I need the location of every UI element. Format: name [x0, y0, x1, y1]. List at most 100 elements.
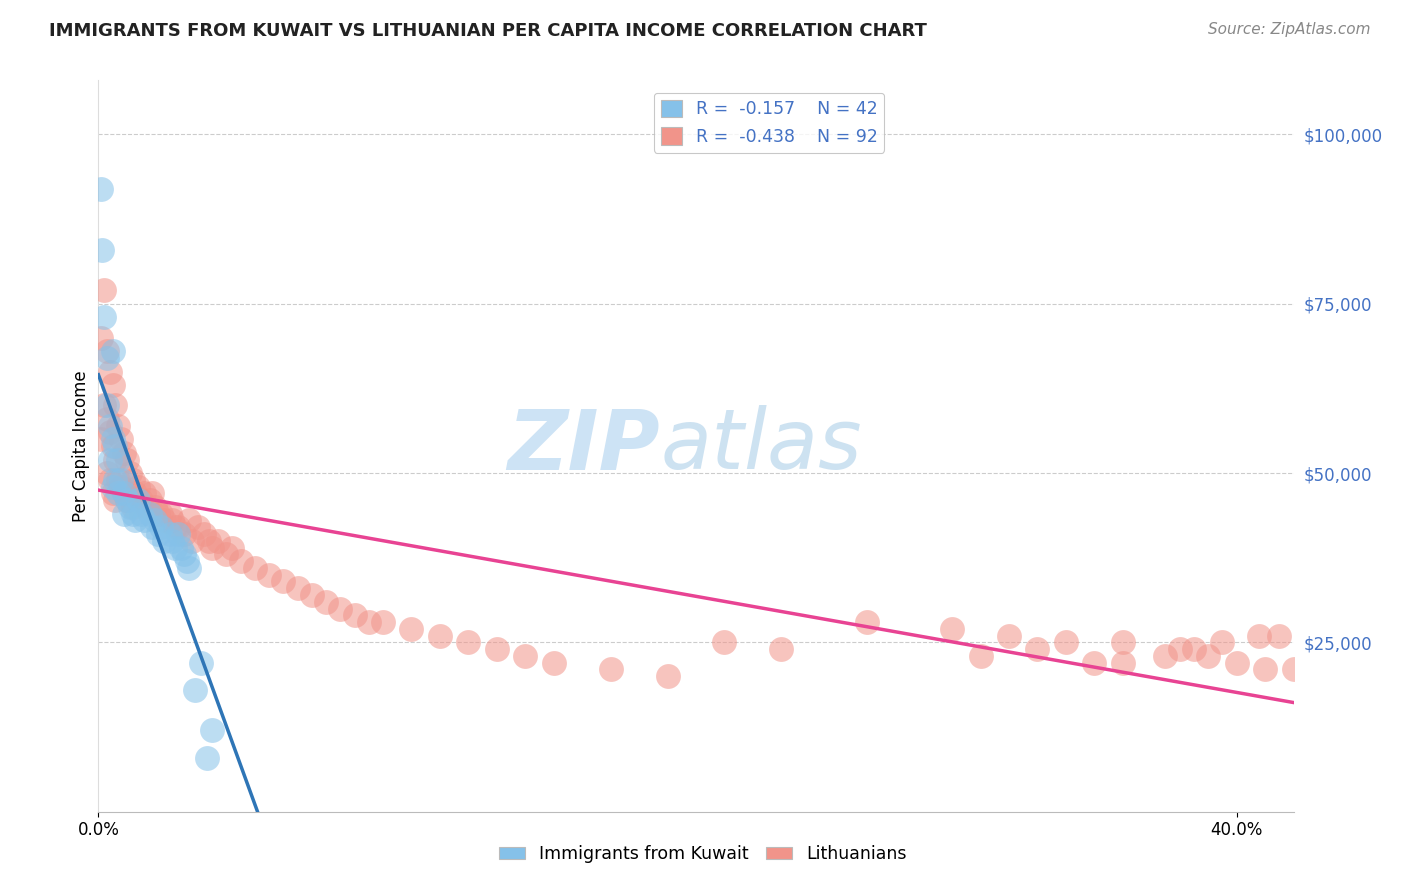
- Point: [207, 533, 229, 548]
- Point: [110, 432, 132, 446]
- Point: [107, 473, 129, 487]
- Point: [104, 439, 127, 453]
- Point: [148, 507, 170, 521]
- Point: [143, 500, 166, 514]
- Point: [221, 541, 243, 555]
- Point: [127, 480, 149, 494]
- Point: [118, 500, 141, 514]
- Point: [98, 452, 121, 467]
- Point: [243, 561, 266, 575]
- Point: [121, 507, 143, 521]
- Legend: R =  -0.157    N = 42, R =  -0.438    N = 92: R = -0.157 N = 42, R = -0.438 N = 92: [654, 93, 884, 153]
- Point: [1268, 629, 1291, 643]
- Point: [110, 480, 132, 494]
- Point: [159, 507, 181, 521]
- Point: [357, 615, 380, 629]
- Point: [485, 642, 508, 657]
- Point: [96, 412, 118, 426]
- Point: [543, 656, 565, 670]
- Point: [167, 527, 190, 541]
- Point: [201, 723, 224, 738]
- Point: [101, 378, 124, 392]
- Point: [101, 480, 124, 494]
- Text: ZIP: ZIP: [508, 406, 661, 486]
- Point: [273, 574, 295, 589]
- Point: [1112, 635, 1135, 649]
- Point: [135, 500, 157, 514]
- Point: [110, 473, 132, 487]
- Point: [93, 398, 115, 412]
- Point: [112, 486, 135, 500]
- Point: [101, 439, 124, 453]
- Y-axis label: Per Capita Income: Per Capita Income: [72, 370, 90, 522]
- Point: [98, 418, 121, 433]
- Point: [329, 601, 352, 615]
- Point: [104, 493, 127, 508]
- Point: [121, 500, 143, 514]
- Text: atlas: atlas: [661, 406, 862, 486]
- Point: [96, 351, 118, 365]
- Point: [101, 486, 124, 500]
- Point: [107, 452, 129, 467]
- Point: [855, 615, 877, 629]
- Point: [153, 514, 176, 528]
- Point: [118, 466, 141, 480]
- Point: [165, 520, 187, 534]
- Point: [190, 656, 212, 670]
- Point: [770, 642, 793, 657]
- Point: [343, 608, 366, 623]
- Point: [141, 520, 163, 534]
- Point: [1249, 629, 1271, 643]
- Point: [112, 486, 135, 500]
- Point: [515, 648, 537, 663]
- Point: [371, 615, 394, 629]
- Point: [1197, 648, 1219, 663]
- Point: [101, 344, 124, 359]
- Point: [257, 567, 280, 582]
- Point: [165, 541, 187, 555]
- Point: [1282, 663, 1305, 677]
- Point: [90, 331, 112, 345]
- Point: [112, 446, 135, 460]
- Point: [153, 533, 176, 548]
- Point: [1054, 635, 1077, 649]
- Point: [1168, 642, 1191, 657]
- Point: [129, 493, 152, 508]
- Point: [98, 364, 121, 378]
- Point: [1182, 642, 1205, 657]
- Point: [162, 514, 184, 528]
- Point: [1211, 635, 1233, 649]
- Point: [112, 507, 135, 521]
- Point: [143, 514, 166, 528]
- Point: [124, 486, 146, 500]
- Point: [93, 310, 115, 325]
- Point: [127, 493, 149, 508]
- Point: [124, 514, 146, 528]
- Point: [96, 398, 118, 412]
- Point: [132, 514, 155, 528]
- Point: [401, 622, 423, 636]
- Point: [229, 554, 252, 568]
- Point: [138, 507, 160, 521]
- Point: [1083, 656, 1105, 670]
- Point: [599, 663, 621, 677]
- Point: [104, 473, 127, 487]
- Point: [129, 507, 152, 521]
- Point: [429, 629, 451, 643]
- Point: [457, 635, 479, 649]
- Text: Source: ZipAtlas.com: Source: ZipAtlas.com: [1208, 22, 1371, 37]
- Point: [90, 243, 112, 257]
- Point: [101, 432, 124, 446]
- Point: [179, 514, 201, 528]
- Text: IMMIGRANTS FROM KUWAIT VS LITHUANIAN PER CAPITA INCOME CORRELATION CHART: IMMIGRANTS FROM KUWAIT VS LITHUANIAN PER…: [49, 22, 927, 40]
- Point: [215, 547, 238, 561]
- Point: [150, 520, 173, 534]
- Point: [1112, 656, 1135, 670]
- Point: [115, 493, 138, 508]
- Point: [301, 588, 323, 602]
- Point: [138, 493, 160, 508]
- Point: [181, 533, 204, 548]
- Point: [98, 425, 121, 440]
- Point: [1026, 642, 1049, 657]
- Legend: Immigrants from Kuwait, Lithuanians: Immigrants from Kuwait, Lithuanians: [492, 838, 914, 870]
